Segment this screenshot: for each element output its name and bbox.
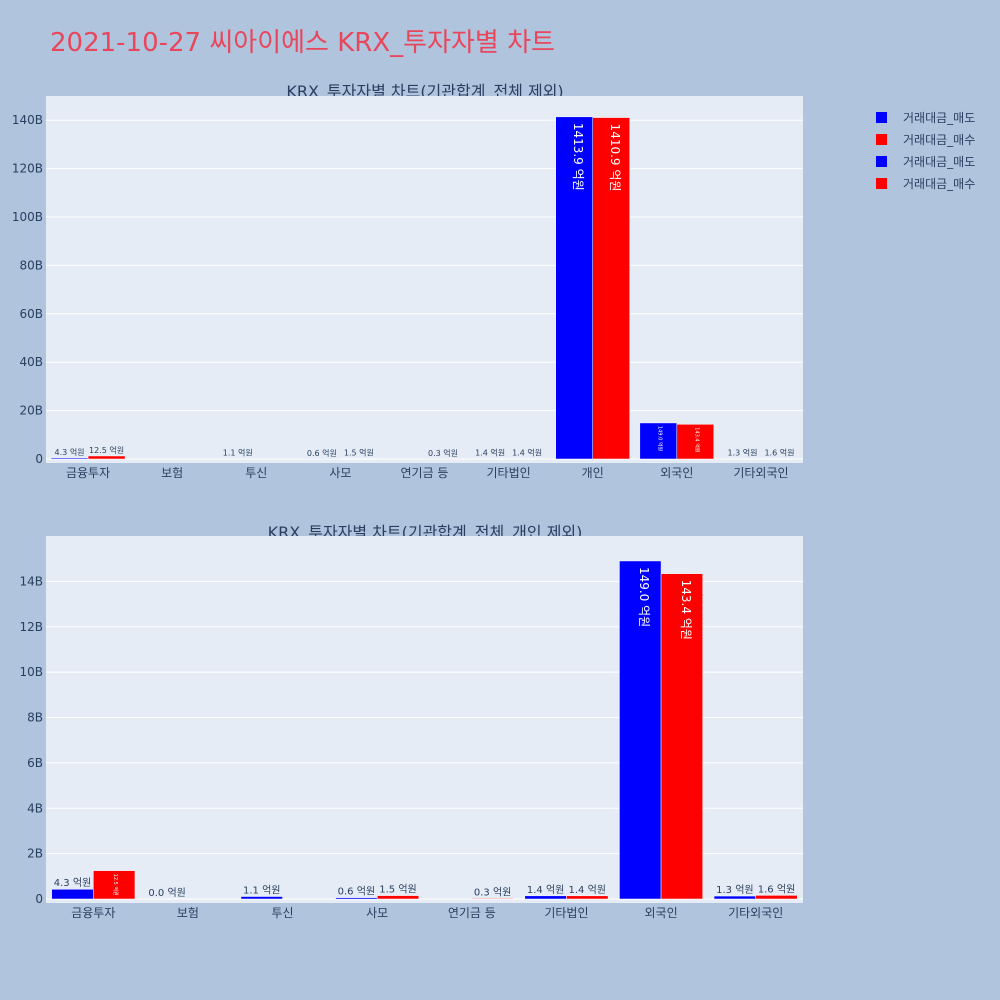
x-tick-label: 금융투자 — [66, 466, 110, 480]
bar-data-label: 1.6 억원 — [758, 883, 795, 895]
bar-data-label: 1.6 억원 — [764, 448, 794, 458]
legend-item[interactable]: 거래대금_매수 — [876, 172, 975, 194]
bar-sell — [240, 896, 283, 900]
bar-buy — [566, 895, 609, 900]
chart-1-plot-area: 0 20B 40B 60B 80B 100B 120B 140B 금융투자 보험 투신 사모 연기금 등… — [12, 96, 803, 480]
legend-item[interactable]: 거래대금_매수 — [876, 128, 975, 150]
bar-buy — [660, 573, 703, 900]
y-tick-label: 40B — [19, 355, 43, 369]
bar-data-label: 0.6 억원 — [307, 448, 337, 458]
bar-data-label: 1.4 억원 — [475, 448, 505, 458]
x-tick-label: 연기금 등 — [401, 466, 449, 480]
bar-data-label: 1.5 억원 — [379, 884, 416, 896]
bar-data-label: 1.3 억원 — [716, 884, 753, 896]
chart-2-svg: 0 2B 4B 6B 8B 10B 12B 14B 금융투자 보험 투신 사모 연기금 등 기타법인 외국인… — [19, 560, 803, 920]
x-tick-label: 기타외국인 — [733, 466, 788, 480]
bar-buy — [87, 455, 126, 460]
bar-sell — [50, 457, 89, 460]
y-tick-label: 0 — [35, 892, 43, 906]
chart-1-svg: 0 20B 40B 60B 80B 100B 120B 140B 금융투자 보험 투신 사모 연기금 등… — [12, 113, 803, 480]
bar-data-label: 4.3 억원 — [54, 877, 91, 889]
x-tick-label: 기타법인 — [544, 906, 588, 920]
bar-data-label: 1.4 억원 — [527, 884, 564, 896]
y-tick-label: 12B — [19, 620, 43, 634]
x-tick-label: 보험 — [161, 466, 183, 480]
bar-sell — [619, 560, 662, 900]
y-tick-label: 120B — [12, 162, 43, 176]
bar-data-label: 0.3 억원 — [428, 448, 458, 458]
x-tick-label: 외국인 — [645, 906, 678, 920]
bar-sell — [51, 888, 94, 900]
bar-data-label: 149.0 억원 — [637, 567, 651, 627]
bar-buy — [592, 117, 630, 460]
bar-data-label: 1.1 억원 — [223, 448, 253, 458]
bar-sell — [335, 897, 378, 900]
bar-data-label: 143.4 억원 — [693, 427, 700, 453]
x-tick-label: 기타법인 — [487, 466, 531, 480]
legend-swatch — [876, 111, 887, 123]
bar-data-label: 0.3 억원 — [474, 886, 511, 898]
bar-data-label: 12.5 억원 — [89, 445, 124, 455]
bar-buy — [676, 424, 715, 460]
x-tick-label: 개인 — [582, 466, 604, 480]
x-tick-label: 보험 — [177, 906, 199, 920]
bar-data-label: 1413.9 억원 — [571, 123, 585, 191]
legend-swatch — [876, 133, 887, 145]
y-tick-label: 8B — [27, 711, 43, 725]
bar-buy — [93, 870, 136, 900]
y-tick-label: 20B — [19, 404, 43, 418]
page-title: 2021-10-27 씨아이에스 KRX_투자자별 차트 — [50, 28, 555, 58]
x-tick-label: 투신 — [245, 466, 267, 480]
x-tick-label: 사모 — [366, 906, 388, 920]
legend: 거래대금_매도 거래대금_매수 거래대금_매도 거래대금_매수 — [876, 106, 975, 194]
bar-buy — [376, 895, 420, 900]
legend-swatch — [876, 177, 887, 189]
bar-data-label: 4.3 억원 — [55, 447, 85, 457]
bar-data-label: 1.1 억원 — [243, 885, 280, 897]
x-tick-label: 투신 — [272, 906, 294, 920]
x-tick-label: 금융투자 — [71, 906, 115, 920]
x-tick-label: 외국인 — [660, 466, 693, 480]
legend-label: 거래대금_매도 — [903, 154, 976, 169]
bar-sell — [555, 116, 593, 460]
bar-data-label: 0.0 억원 — [148, 887, 185, 899]
y-tick-label: 6B — [27, 756, 43, 770]
bar-sell — [524, 895, 567, 900]
bar-data-label: 1.3 억원 — [727, 448, 757, 458]
y-tick-label: 2B — [27, 847, 43, 861]
legend-label: 거래대금_매도 — [903, 110, 976, 125]
legend-label: 거래대금_매수 — [903, 132, 976, 147]
bar-data-label: 1410.9 억원 — [608, 124, 622, 192]
legend-item[interactable]: 거래대금_매도 — [876, 106, 975, 128]
legend-label: 거래대금_매수 — [903, 176, 976, 191]
bar-buy — [471, 898, 514, 900]
x-tick-label: 사모 — [329, 466, 351, 480]
bar-data-label: 12.5 억원 — [112, 874, 119, 896]
y-tick-label: 80B — [19, 258, 43, 272]
y-tick-label: 60B — [19, 307, 43, 321]
legend-item[interactable]: 거래대금_매도 — [876, 150, 975, 172]
y-tick-label: 4B — [27, 801, 43, 815]
bar-data-label: 1.4 억원 — [569, 884, 606, 896]
legend-swatch — [876, 155, 887, 167]
chart-2-plot-area: 0 2B 4B 6B 8B 10B 12B 14B 금융투자 보험 투신 사모 연기금 등 기타법인 외국인… — [19, 536, 803, 920]
bar-data-label: 1.5 억원 — [344, 448, 374, 458]
y-tick-label: 140B — [12, 113, 43, 127]
bar-data-label: 0.6 억원 — [338, 886, 375, 898]
y-tick-label: 0 — [35, 452, 43, 466]
bar-buy — [755, 895, 798, 900]
x-tick-label: 기타외국인 — [728, 906, 783, 920]
bar-data-label: 1.4 억원 — [512, 448, 542, 458]
bar-data-label: 143.4 억원 — [679, 580, 693, 640]
bar-sell — [713, 895, 756, 900]
y-tick-label: 10B — [19, 665, 43, 679]
y-tick-label: 14B — [19, 574, 43, 588]
bar-data-label: 149.0 억원 — [656, 426, 663, 452]
x-tick-label: 연기금 등 — [448, 906, 496, 920]
y-tick-label: 100B — [12, 210, 43, 224]
